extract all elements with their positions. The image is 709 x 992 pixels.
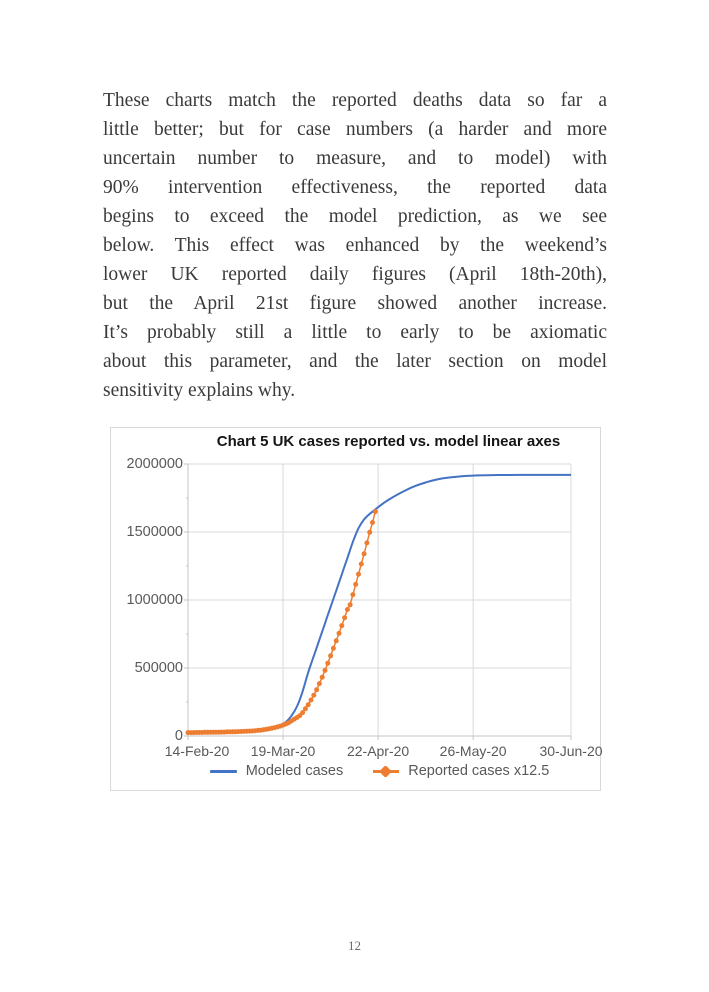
chart: Chart 5 UK cases reported vs. model line… — [110, 427, 603, 791]
y-axis-label: 500000 — [134, 660, 183, 676]
paragraph-line: about this parameter, and the later sect… — [103, 351, 607, 372]
legend-item-reported-cases: Reported cases x12.5 — [373, 763, 549, 779]
paragraph-line: little better; but for case numbers (a h… — [103, 119, 607, 140]
diamond-marker-icon — [373, 764, 400, 778]
x-axis-label: 30-Jun-20 — [539, 743, 603, 759]
reported-cases-line — [188, 511, 377, 734]
paragraph-line: These charts match the reported deaths d… — [103, 90, 607, 111]
x-axis-label: 22-Apr-20 — [346, 743, 410, 759]
chart-title: Chart 5 UK cases reported vs. model line… — [216, 433, 561, 450]
x-axis-label: 26-May-20 — [439, 743, 507, 759]
chart-legend: Modeled cases Reported cases x12.5 — [188, 763, 571, 779]
modeled-cases-line — [187, 473, 571, 735]
paragraph-line: but the April 21st figure showed another… — [103, 293, 607, 314]
y-axis-label: 2000000 — [126, 456, 183, 472]
paragraph-line: It’s probably still a little to early to… — [103, 322, 607, 343]
paragraph-line: 90% intervention effectiveness, the repo… — [103, 177, 607, 198]
x-axis-label: 14-Feb-20 — [164, 743, 230, 759]
paragraph-line: sensitivity explains why. — [103, 380, 296, 401]
x-axis-label: 19-Mar-20 — [250, 743, 316, 759]
reported-cases-markers — [185, 509, 378, 736]
chart-plot-area — [184, 463, 572, 740]
paragraph-line: below. This effect was enhanced by the w… — [103, 235, 607, 256]
legend-item-modeled-cases: Modeled cases — [209, 763, 344, 779]
line-marker-icon — [209, 769, 237, 773]
paragraph-line: begins to exceed the model prediction, a… — [103, 206, 607, 227]
paragraph-line: uncertain number to measure, and to mode… — [103, 148, 607, 169]
paragraph-line: lower UK reported daily figures (April 1… — [103, 264, 607, 285]
body-paragraph: These charts match the reported deaths d… — [103, 86, 607, 405]
legend-label: Modeled cases — [245, 763, 344, 779]
y-axis-label: 0 — [174, 728, 183, 744]
page-number: 12 — [348, 938, 361, 953]
y-axis-label: 1500000 — [126, 524, 183, 540]
legend-label: Reported cases x12.5 — [408, 763, 550, 779]
y-axis-label: 1000000 — [126, 592, 183, 608]
